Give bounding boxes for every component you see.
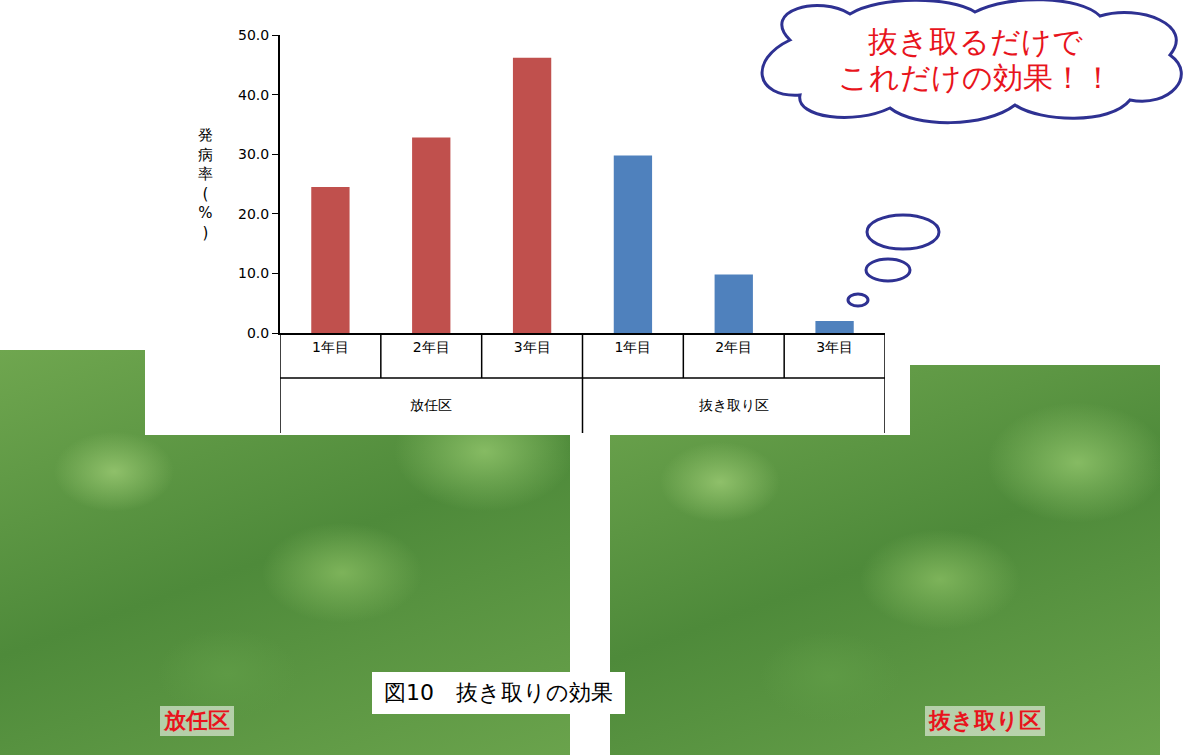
svg-text:放任区: 放任区 — [410, 397, 452, 413]
svg-text:2年目: 2年目 — [715, 339, 752, 355]
svg-text:これだけの効果！！: これだけの効果！！ — [838, 60, 1113, 95]
svg-text:1年目: 1年目 — [614, 339, 651, 355]
svg-text:10.0: 10.0 — [238, 265, 269, 281]
svg-text:抜き取るだけで: 抜き取るだけで — [868, 24, 1083, 59]
svg-text:30.0: 30.0 — [238, 146, 269, 162]
html-text:図10 抜き取りの効果: 図10 抜き取りの効果 — [384, 680, 613, 705]
svg-text:発病率(%): 発病率(%) — [198, 126, 213, 242]
svg-text:2年目: 2年目 — [413, 339, 450, 355]
svg-text:3年目: 3年目 — [816, 339, 853, 355]
svg-text:0.0: 0.0 — [247, 325, 269, 341]
svg-text:1年目: 1年目 — [312, 339, 349, 355]
svg-text:50.0: 50.0 — [238, 27, 269, 43]
svg-text:20.0: 20.0 — [238, 206, 269, 222]
svg-text:抜き取り区: 抜き取り区 — [699, 397, 769, 413]
svg-text:40.0: 40.0 — [238, 87, 269, 103]
html-text:放任区: 放任区 — [164, 708, 230, 733]
svg-text:3年目: 3年目 — [514, 339, 551, 355]
html-text:抜き取り区: 抜き取り区 — [929, 708, 1041, 733]
